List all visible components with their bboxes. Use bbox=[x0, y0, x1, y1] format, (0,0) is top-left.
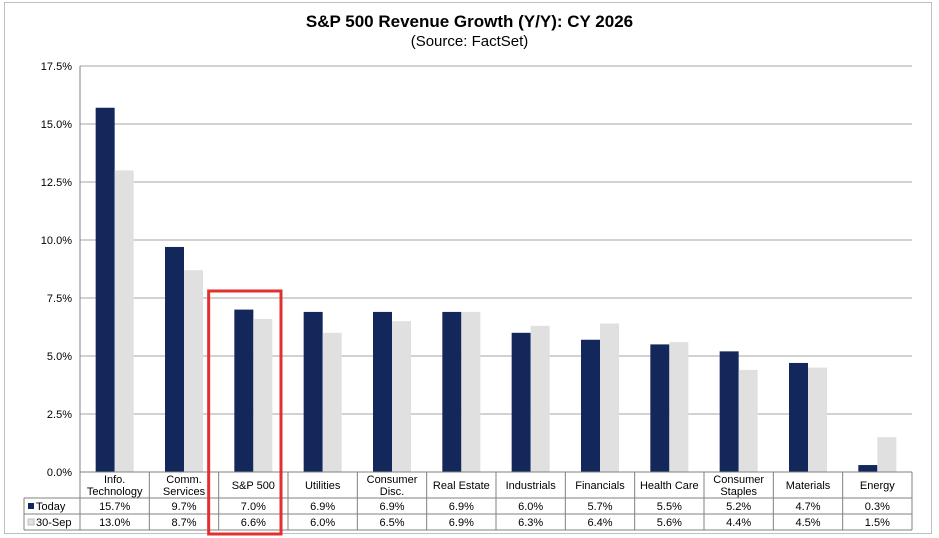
data-label: 4.5% bbox=[795, 517, 820, 529]
data-label: 8.7% bbox=[171, 517, 196, 529]
data-label: 6.9% bbox=[449, 501, 474, 513]
bar-30-sep bbox=[669, 342, 689, 472]
legend-swatch-today bbox=[28, 503, 34, 509]
y-tick-label: 10.0% bbox=[41, 235, 72, 247]
bar-30-sep bbox=[808, 367, 827, 472]
bar-30-sep bbox=[184, 270, 203, 472]
chart-subtitle: (Source: FactSet) bbox=[410, 33, 529, 50]
data-label: 5.5% bbox=[657, 501, 682, 513]
bar-today bbox=[165, 246, 184, 472]
x-category-label: Real Estate bbox=[433, 480, 490, 492]
legend-swatch-30-sep bbox=[27, 518, 35, 526]
x-category-label: Disc. bbox=[380, 486, 404, 498]
x-category-label: Comm. bbox=[166, 474, 201, 486]
bar-today bbox=[373, 311, 392, 472]
legend-label: 30-Sep bbox=[36, 517, 71, 529]
bar-30-sep bbox=[600, 323, 619, 472]
x-category-label: Staples bbox=[720, 486, 757, 498]
data-label: 7.0% bbox=[241, 501, 266, 513]
data-label: 6.9% bbox=[449, 517, 474, 529]
bar-30-sep bbox=[877, 437, 897, 472]
x-category-label: Info. bbox=[104, 474, 125, 486]
data-label: 1.5% bbox=[865, 517, 890, 529]
bar-30-sep bbox=[253, 318, 273, 472]
y-tick-label: 15.0% bbox=[41, 119, 72, 131]
bar-today bbox=[789, 362, 808, 472]
data-label: 15.7% bbox=[99, 501, 130, 513]
bar-30-sep bbox=[461, 311, 481, 472]
data-label: 5.2% bbox=[726, 501, 751, 513]
y-tick-label: 12.5% bbox=[41, 177, 72, 189]
data-label: 5.7% bbox=[587, 501, 612, 513]
x-category-label: Energy bbox=[860, 480, 895, 492]
x-category-label: S&P 500 bbox=[232, 480, 275, 492]
x-category-label: Utilities bbox=[305, 480, 341, 492]
data-label: 5.6% bbox=[657, 517, 682, 529]
data-label: 6.9% bbox=[310, 501, 335, 513]
highlight-box bbox=[207, 289, 283, 536]
data-label: 4.7% bbox=[795, 501, 820, 513]
y-tick-label: 5.0% bbox=[47, 351, 72, 363]
x-category-label: Consumer bbox=[367, 474, 418, 486]
x-category-label: Financials bbox=[575, 480, 625, 492]
y-tick-label: 2.5% bbox=[47, 409, 72, 421]
x-category-label: Services bbox=[163, 486, 206, 498]
bar-30-sep bbox=[738, 369, 758, 472]
bar-today bbox=[511, 332, 531, 472]
bar-30-sep bbox=[530, 325, 550, 472]
legend-label: Today bbox=[36, 501, 66, 513]
data-label: 6.6% bbox=[241, 517, 266, 529]
chart-frame bbox=[4, 2, 932, 534]
data-label: 0.3% bbox=[865, 501, 890, 513]
data-label: 9.7% bbox=[171, 501, 196, 513]
bar-today bbox=[95, 107, 115, 472]
y-tick-label: 7.5% bbox=[47, 293, 72, 305]
data-label: 6.5% bbox=[379, 517, 404, 529]
bar-today bbox=[858, 465, 878, 472]
data-label: 4.4% bbox=[726, 517, 751, 529]
data-label: 6.0% bbox=[518, 501, 543, 513]
x-category-label: Consumer bbox=[713, 474, 764, 486]
data-label: 6.0% bbox=[310, 517, 335, 529]
y-tick-label: 17.5% bbox=[41, 61, 72, 73]
data-label: 13.0% bbox=[99, 517, 130, 529]
chart-title: S&P 500 Revenue Growth (Y/Y): CY 2026 bbox=[305, 12, 634, 31]
x-category-label: Industrials bbox=[506, 480, 557, 492]
x-category-label: Technology bbox=[87, 486, 143, 498]
bar-today bbox=[442, 311, 462, 472]
bar-today bbox=[234, 309, 254, 472]
data-label: 6.3% bbox=[518, 517, 543, 529]
bar-today bbox=[719, 351, 739, 472]
y-tick-label: 0.0% bbox=[47, 467, 72, 479]
bar-30-sep bbox=[114, 170, 134, 472]
bar-today bbox=[650, 344, 670, 472]
bar-today bbox=[581, 339, 600, 472]
data-label: 6.9% bbox=[379, 501, 404, 513]
bar-30-sep bbox=[322, 332, 342, 472]
x-category-label: Health Care bbox=[640, 480, 699, 492]
x-category-label: Materials bbox=[786, 480, 831, 492]
data-label: 6.4% bbox=[587, 517, 612, 529]
bar-30-sep bbox=[392, 321, 411, 472]
bar-today bbox=[303, 311, 323, 472]
